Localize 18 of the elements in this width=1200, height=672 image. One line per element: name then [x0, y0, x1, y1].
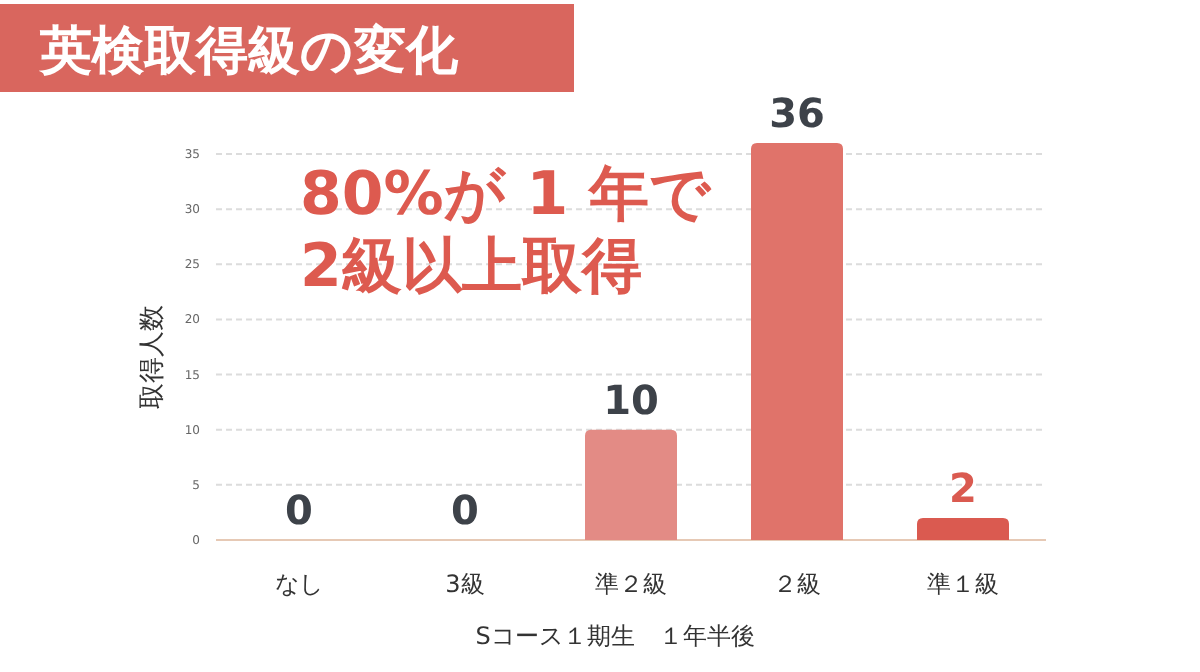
data-label: 36 [769, 88, 825, 137]
x-tick-label: 準１級 [927, 570, 999, 598]
annotation: 2級以上取得 [300, 232, 642, 302]
bar [751, 142, 843, 540]
data-label: 0 [285, 486, 313, 534]
data-label: 2 [949, 463, 977, 512]
y-axis-title: 取得人数 [138, 305, 168, 410]
bar [585, 429, 677, 540]
data-label: 0 [451, 486, 479, 534]
x-tick-label: 準２級 [595, 570, 667, 598]
bar [917, 517, 1009, 540]
data-label: 10 [603, 375, 659, 424]
x-tick-label: 3級 [445, 570, 485, 598]
annotation: 80%が 1 年で [300, 160, 714, 230]
chart-title: 英検取得級の変化 [38, 22, 460, 82]
x-axis-title: Sコース１期生 １年半後 [475, 622, 755, 650]
x-tick-label: ２級 [773, 570, 821, 598]
x-tick-label: なし [275, 570, 323, 598]
